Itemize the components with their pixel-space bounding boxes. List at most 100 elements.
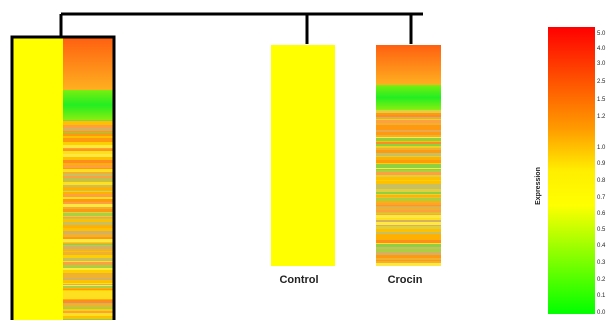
colorbar-tick-label: 3.0 bbox=[597, 61, 606, 67]
heatmap-cell bbox=[63, 176, 113, 178]
heatmap-cell bbox=[63, 258, 113, 261]
heatmap-cell bbox=[63, 185, 113, 187]
colorbar-tick-label: 0.5 bbox=[597, 227, 606, 233]
heatmap-cell bbox=[63, 128, 113, 131]
heatmap-cell bbox=[63, 303, 113, 304]
heatmap-cell bbox=[376, 117, 441, 119]
heatmap-cell bbox=[376, 198, 441, 201]
heatmap-cell bbox=[376, 125, 441, 128]
heatmap-cell bbox=[376, 203, 441, 205]
heatmap-cell bbox=[63, 265, 113, 268]
heatmap-cell bbox=[63, 286, 113, 288]
heatmap-cell bbox=[63, 178, 113, 179]
heatmap-cell bbox=[376, 144, 441, 146]
heatmap-cell bbox=[63, 192, 113, 194]
heatmap-cell bbox=[63, 285, 113, 286]
crocin-green-block bbox=[376, 85, 441, 110]
heatmap-cell bbox=[63, 246, 113, 249]
colorbar-tick-label: 0.9 bbox=[597, 161, 606, 167]
heatmap-cell bbox=[63, 296, 113, 299]
heatmap-cell bbox=[376, 195, 441, 197]
heatmap-cell bbox=[376, 189, 441, 192]
heatmap-cell bbox=[63, 216, 113, 217]
heatmap-cell bbox=[63, 231, 113, 234]
heatmap-cell bbox=[376, 141, 441, 142]
heatmap-cell bbox=[63, 212, 113, 213]
colorbar-tick-label: 5.0 bbox=[597, 31, 606, 37]
heatmap-cell bbox=[63, 219, 113, 222]
heatmap-cell bbox=[63, 291, 113, 294]
colorbar-tick-label: 4.0 bbox=[597, 46, 606, 52]
heatmap-cell bbox=[63, 188, 113, 190]
heatmap-cell bbox=[376, 225, 441, 226]
heatmap-cell bbox=[376, 157, 441, 160]
heatmap-cell bbox=[376, 147, 441, 148]
heatmap-cell bbox=[63, 299, 113, 300]
heatmap-cell bbox=[63, 249, 113, 251]
heatmap-cell bbox=[376, 177, 441, 178]
heatmap-cell bbox=[376, 113, 441, 115]
heatmap-cell bbox=[376, 137, 441, 138]
heatmap-cell bbox=[376, 186, 441, 189]
heatmap-cell bbox=[376, 232, 441, 234]
heatmap-cell bbox=[63, 197, 113, 199]
heatmap-cell bbox=[376, 237, 441, 240]
heatmap-cell bbox=[63, 244, 113, 245]
heatmap-cell bbox=[63, 311, 113, 313]
heatmap-cell bbox=[63, 280, 113, 283]
heatmap-cell bbox=[63, 307, 113, 309]
left-crocin-stripes bbox=[63, 120, 113, 320]
heatmap-cell bbox=[63, 148, 113, 149]
heatmap-cell bbox=[63, 124, 113, 125]
heatmap-cell bbox=[63, 199, 113, 202]
heatmap-cell bbox=[376, 150, 441, 153]
heatmap-cell bbox=[63, 217, 113, 218]
heatmap-cell bbox=[376, 258, 441, 260]
heatmap-cell bbox=[376, 213, 441, 214]
heatmap-cell bbox=[63, 125, 113, 128]
heatmap-cell bbox=[376, 240, 441, 243]
heatmap-cell bbox=[376, 170, 441, 172]
heatmap-cell bbox=[376, 178, 441, 180]
heatmap-cell bbox=[376, 146, 441, 147]
heatmap-cell bbox=[376, 131, 441, 132]
heatmap-cell bbox=[63, 278, 113, 280]
heatmap-cell bbox=[63, 207, 113, 209]
heatmap-cell bbox=[376, 234, 441, 237]
heatmap-cell bbox=[376, 138, 441, 141]
heatmap-cell bbox=[63, 132, 113, 133]
heatmap-cell bbox=[376, 115, 441, 117]
heatmap-cell bbox=[63, 225, 113, 228]
heatmap-cell bbox=[376, 110, 441, 113]
heatmap-cell bbox=[63, 172, 113, 174]
control-column: Control bbox=[271, 45, 335, 286]
colorbar-tick-label: 0.2 bbox=[597, 277, 606, 283]
heatmap-cell bbox=[63, 300, 113, 303]
heatmap-cell bbox=[63, 149, 113, 151]
heatmap-cell bbox=[376, 218, 441, 220]
heatmap-cell bbox=[376, 130, 441, 131]
heatmap-cell bbox=[376, 169, 441, 170]
left-crocin-green-block bbox=[63, 90, 113, 120]
heatmap-cell bbox=[63, 289, 113, 290]
heatmap-cell bbox=[63, 209, 113, 212]
crocin-column: Crocin bbox=[376, 45, 441, 286]
heatmap-cell bbox=[63, 151, 113, 154]
heatmap-cell bbox=[63, 165, 113, 168]
heatmap-cell bbox=[376, 206, 441, 207]
heatmap-cell bbox=[63, 237, 113, 239]
heatmap-cell bbox=[376, 226, 441, 229]
heatmap-cell bbox=[63, 187, 113, 188]
heatmap-cell bbox=[63, 142, 113, 145]
heatmap-cell bbox=[376, 244, 441, 247]
heatmap-cell bbox=[63, 202, 113, 204]
heatmap-cell bbox=[376, 168, 441, 169]
heatmap-cell bbox=[63, 284, 113, 285]
heatmap-cell bbox=[376, 163, 441, 164]
heatmap-cell bbox=[376, 260, 441, 261]
heatmap-cell bbox=[63, 276, 113, 278]
heatmap-cell bbox=[63, 273, 113, 276]
control-label: Control bbox=[279, 274, 318, 286]
heatmap-cell bbox=[376, 153, 441, 156]
